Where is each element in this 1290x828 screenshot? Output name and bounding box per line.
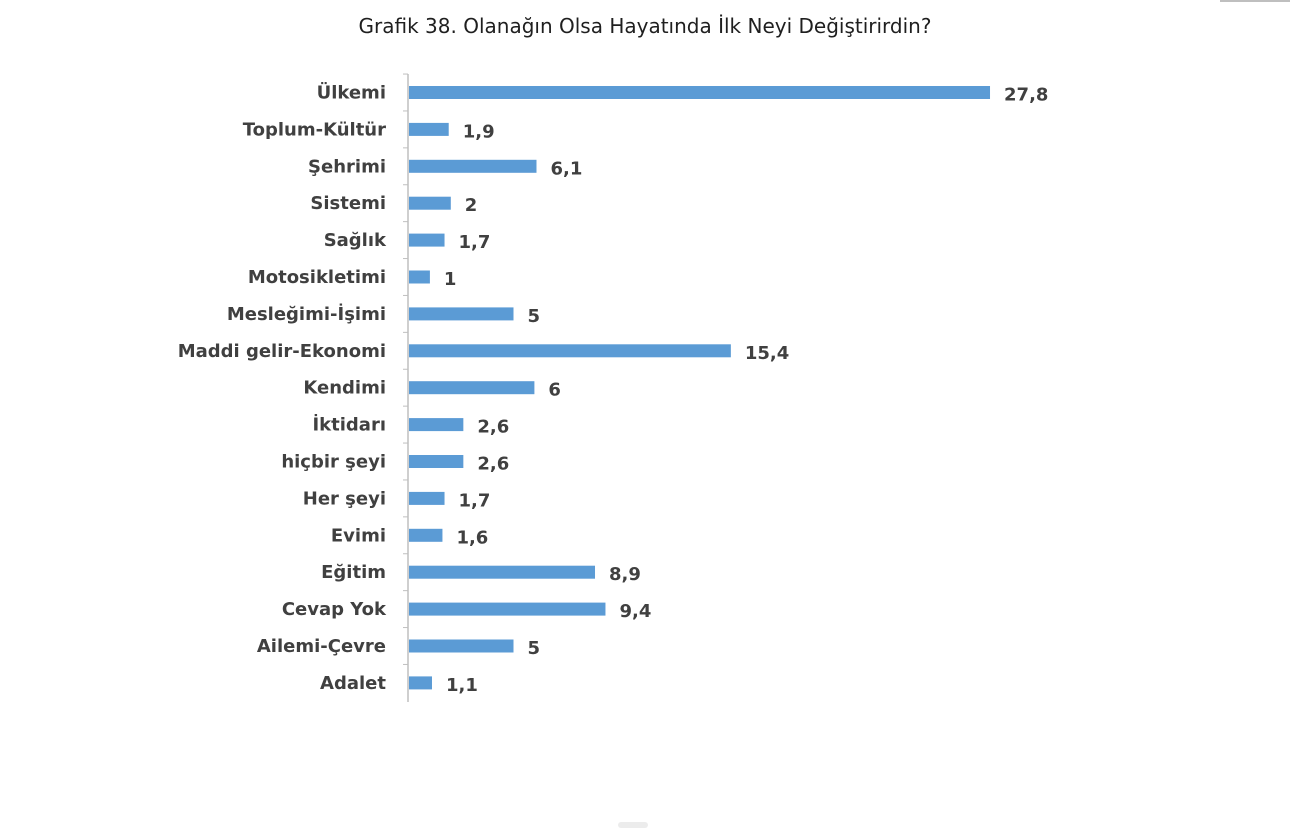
top-rule: [1220, 0, 1290, 2]
bar: [409, 307, 514, 321]
data-label: 5: [528, 306, 541, 327]
data-label: 2,6: [477, 417, 509, 438]
data-label: 1,7: [459, 490, 491, 511]
category-label: hiçbir şeyi: [281, 452, 386, 473]
data-label: 6: [548, 380, 561, 401]
category-label: Şehrimi: [308, 156, 386, 177]
category-label: Sağlık: [324, 230, 387, 251]
category-label: Maddi gelir-Ekonomi: [178, 341, 386, 362]
bar: [409, 528, 443, 542]
category-label: Ailemi-Çevre: [257, 636, 386, 657]
category-label: Evimi: [331, 525, 386, 546]
page-number-mark: [618, 822, 648, 828]
category-label: Cevap Yok: [282, 599, 387, 620]
category-label: İktidarı: [312, 414, 386, 436]
bar: [409, 196, 451, 210]
bar: [409, 159, 537, 173]
data-label: 9,4: [619, 601, 651, 622]
bars-layer: [409, 86, 991, 690]
bar: [409, 602, 606, 616]
data-label: 15,4: [745, 343, 789, 364]
bar: [409, 344, 731, 358]
axis-layer: [403, 73, 409, 702]
data-label: 2: [465, 195, 478, 216]
category-label: Motosikletimi: [248, 267, 386, 288]
bar: [409, 381, 535, 395]
data-label: 1,7: [459, 232, 491, 253]
category-label: Ülkemi: [317, 82, 386, 104]
data-label: 1,6: [456, 527, 488, 548]
bar: [409, 418, 464, 432]
value-labels: 27,81,96,121,71515,462,62,61,71,68,99,45…: [444, 85, 1049, 696]
data-label: 27,8: [1004, 85, 1048, 106]
data-label: 1: [444, 269, 457, 290]
chart-title: Grafik 38. Olanağın Olsa Hayatında İlk N…: [358, 14, 932, 38]
bar: [409, 122, 449, 136]
bar: [409, 86, 991, 99]
bar: [409, 639, 514, 653]
category-label: Sistemi: [310, 193, 386, 214]
data-label: 1,9: [463, 121, 495, 142]
data-label: 8,9: [609, 564, 641, 585]
bar: [409, 565, 596, 579]
category-label: Eğitim: [321, 562, 386, 583]
category-labels: Ülkemi Toplum-Kültür Şehrimi Sistemi Sağlık M…: [178, 82, 387, 694]
data-label: 6,1: [550, 158, 582, 179]
category-label: Mesleğimi-İşimi: [227, 303, 386, 325]
category-label: Toplum-Kültür: [243, 119, 386, 140]
bar: [409, 676, 432, 690]
bar: [409, 270, 430, 284]
bar: [409, 455, 464, 468]
data-label: 2,6: [477, 454, 509, 475]
bar: [409, 233, 445, 247]
data-label: 1,1: [446, 675, 478, 696]
data-label: 5: [528, 638, 541, 659]
category-label: Adalet: [320, 673, 386, 694]
category-label: Kendimi: [303, 378, 386, 399]
bar: [409, 491, 445, 505]
category-label: Her şeyi: [303, 488, 386, 509]
